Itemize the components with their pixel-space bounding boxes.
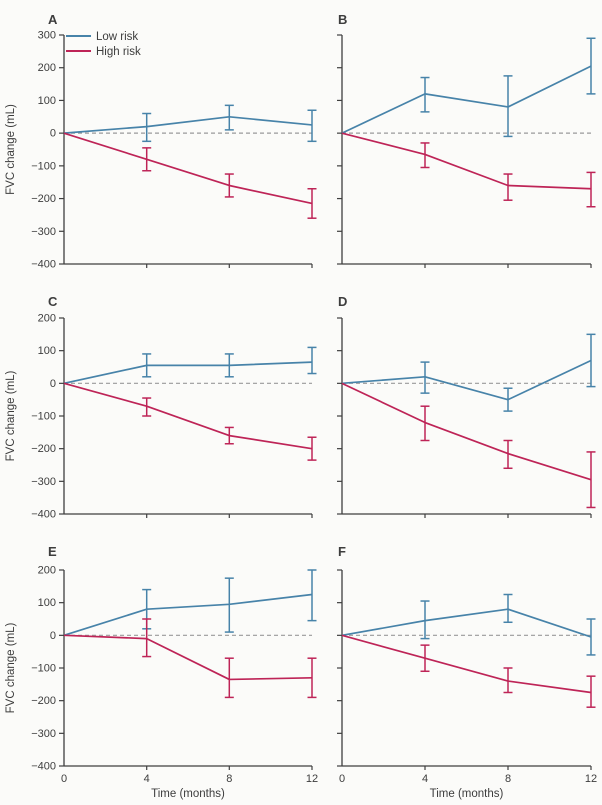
high-risk-series — [341, 634, 596, 708]
low-risk-line — [341, 65, 592, 134]
panel-A: A 300 200 100 0 −100 −200 −300 −400 FVC change (m… — [5, 12, 317, 271]
y-tick-label: −200 — [31, 193, 56, 205]
y-tick-label: −400 — [31, 509, 56, 521]
x-axis-title: Time (months) — [430, 788, 504, 800]
y-tick-label: 300 — [38, 30, 56, 42]
low-risk-series — [63, 569, 317, 637]
panel-F: F 0 4 8 12 Time (months) — [337, 544, 597, 800]
x-tick-label: 4 — [144, 773, 150, 785]
panel-label-F: F — [338, 544, 346, 559]
high-risk-series — [341, 132, 596, 208]
high-risk-line — [341, 634, 592, 694]
panel-C: C 200 100 0 −100 −200 −300 −400 FVC change (mL) — [5, 294, 317, 521]
x-axis-title: Time (months) — [151, 788, 225, 800]
low-risk-line — [341, 359, 592, 401]
high-risk-line — [341, 132, 592, 190]
high-risk-line — [63, 132, 313, 205]
y-tick-label: 200 — [38, 313, 56, 325]
y-axis-title: FVC change (mL) — [5, 622, 17, 713]
y-axis-title: FVC change (mL) — [5, 104, 17, 195]
legend: Low risk High risk — [66, 31, 141, 58]
y-tick-label: −100 — [31, 663, 56, 675]
low-risk-line — [63, 361, 313, 385]
low-risk-series — [341, 333, 596, 412]
high-risk-series — [341, 382, 596, 509]
y-tick-label: −300 — [31, 226, 56, 238]
y-tick-label: −100 — [31, 411, 56, 423]
high-risk-line — [63, 634, 313, 681]
y-tick-label: 200 — [38, 62, 56, 74]
x-tick-label: 4 — [422, 773, 428, 785]
x-tick-label: 12 — [585, 773, 597, 785]
low-risk-line — [63, 115, 313, 134]
y-tick-label: 0 — [50, 128, 56, 140]
y-tick-label: −200 — [31, 443, 56, 455]
panel-label-C: C — [48, 294, 58, 309]
low-risk-series — [341, 37, 596, 138]
y-tick-label: 0 — [50, 378, 56, 390]
panel-label-A: A — [48, 12, 58, 27]
y-tick-label: −200 — [31, 695, 56, 707]
panel-B: B — [337, 12, 596, 268]
x-tick-label: 8 — [505, 773, 511, 785]
high-risk-series — [63, 618, 317, 699]
high-risk-line — [341, 382, 592, 481]
y-tick-label: 0 — [50, 630, 56, 642]
legend-label-0: Low risk — [96, 31, 138, 43]
high-risk-line — [63, 382, 313, 450]
high-risk-series — [63, 132, 317, 219]
low-risk-series — [63, 104, 317, 143]
panel-label-E: E — [48, 544, 57, 559]
high-risk-series — [63, 382, 317, 461]
y-axis-title: FVC change (mL) — [5, 370, 17, 461]
x-tick-label: 0 — [339, 773, 345, 785]
y-tick-label: −300 — [31, 728, 56, 740]
y-tick-label: −400 — [31, 761, 56, 773]
y-tick-label: 200 — [38, 565, 56, 577]
low-risk-series — [63, 346, 317, 385]
panel-E: E 200 100 0 −100 −200 −300 −400 0 4 8 12 Time (month… — [5, 544, 318, 800]
legend-label-1: High risk — [96, 46, 141, 58]
panel-label-B: B — [338, 12, 347, 27]
x-tick-label: 8 — [226, 773, 232, 785]
y-tick-label: −400 — [31, 259, 56, 271]
x-tick-label: 0 — [61, 773, 67, 785]
panel-D: D — [337, 294, 596, 518]
low-risk-line — [63, 593, 313, 637]
x-tick-label: 12 — [306, 773, 318, 785]
y-tick-label: −300 — [31, 476, 56, 488]
y-tick-label: 100 — [38, 95, 56, 107]
y-tick-label: 100 — [38, 345, 56, 357]
low-risk-series — [341, 593, 596, 656]
panel-label-D: D — [338, 294, 347, 309]
y-tick-label: 100 — [38, 597, 56, 609]
low-risk-line — [341, 608, 592, 638]
y-tick-label: −100 — [31, 160, 56, 172]
